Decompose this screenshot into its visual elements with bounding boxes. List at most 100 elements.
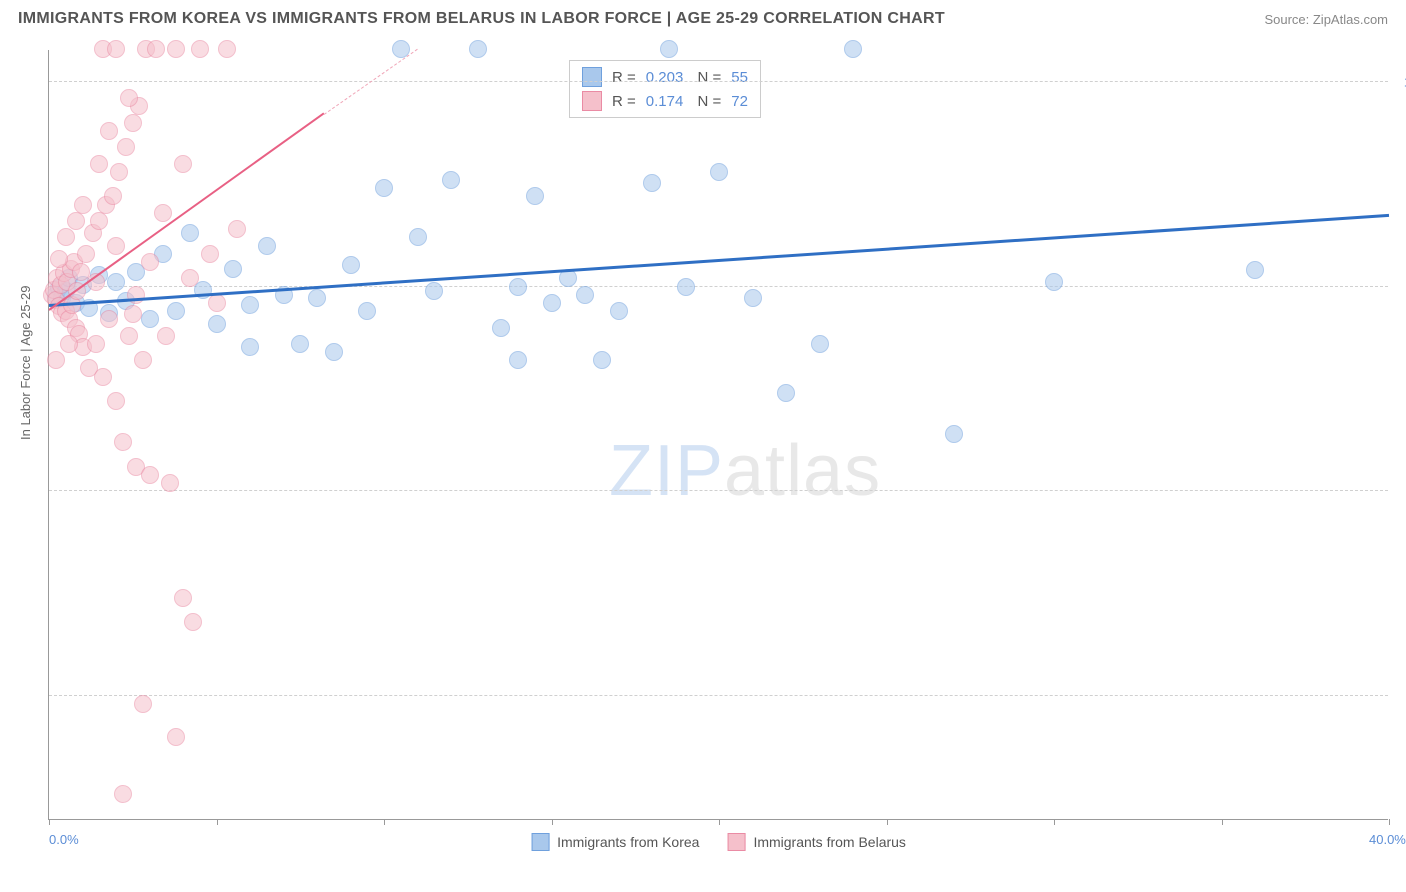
data-point xyxy=(509,278,527,296)
data-point xyxy=(610,302,628,320)
data-point xyxy=(57,228,75,246)
legend-label: Immigrants from Belarus xyxy=(753,834,905,850)
data-point xyxy=(258,237,276,255)
data-point xyxy=(124,305,142,323)
y-tick-label: 62.5% xyxy=(1393,689,1406,704)
data-point xyxy=(50,250,68,268)
source-label: Source: ZipAtlas.com xyxy=(1264,12,1388,27)
data-point xyxy=(228,220,246,238)
data-point xyxy=(120,89,138,107)
data-point xyxy=(114,785,132,803)
data-point xyxy=(409,228,427,246)
data-point xyxy=(114,433,132,451)
data-point xyxy=(147,40,165,58)
data-point xyxy=(945,425,963,443)
x-tick xyxy=(552,819,553,825)
data-point xyxy=(124,114,142,132)
x-tick xyxy=(719,819,720,825)
data-point xyxy=(90,212,108,230)
data-point xyxy=(241,338,259,356)
data-point xyxy=(161,474,179,492)
data-point xyxy=(107,392,125,410)
data-point xyxy=(224,260,242,278)
data-point xyxy=(442,171,460,189)
data-point xyxy=(104,187,122,205)
x-tick xyxy=(384,819,385,825)
swatch-korea xyxy=(582,67,602,87)
data-point xyxy=(107,237,125,255)
data-point xyxy=(100,310,118,328)
data-point xyxy=(100,122,118,140)
gridline xyxy=(49,695,1388,696)
data-point xyxy=(174,155,192,173)
data-point xyxy=(291,335,309,353)
data-point xyxy=(710,163,728,181)
data-point xyxy=(120,327,138,345)
data-point xyxy=(77,245,95,263)
data-point xyxy=(67,212,85,230)
data-point xyxy=(218,40,236,58)
data-point xyxy=(777,384,795,402)
data-point xyxy=(1045,273,1063,291)
gridline xyxy=(49,286,1388,287)
data-point xyxy=(375,179,393,197)
data-point xyxy=(174,589,192,607)
data-point xyxy=(660,40,678,58)
legend-item-belarus: Immigrants from Belarus xyxy=(727,833,905,851)
data-point xyxy=(141,253,159,271)
data-point xyxy=(469,40,487,58)
data-point xyxy=(181,224,199,242)
data-point xyxy=(154,204,172,222)
x-tick xyxy=(1222,819,1223,825)
y-tick-label: 87.5% xyxy=(1393,279,1406,294)
x-tick xyxy=(887,819,888,825)
data-point xyxy=(141,466,159,484)
swatch-icon xyxy=(531,833,549,851)
legend-item-korea: Immigrants from Korea xyxy=(531,833,699,851)
data-point xyxy=(167,728,185,746)
data-point xyxy=(60,335,78,353)
gridline xyxy=(49,490,1388,491)
data-point xyxy=(643,174,661,192)
data-point xyxy=(425,282,443,300)
data-point xyxy=(184,613,202,631)
data-point xyxy=(509,351,527,369)
data-point xyxy=(201,245,219,263)
data-point xyxy=(241,296,259,314)
data-point xyxy=(47,351,65,369)
y-tick-label: 75.0% xyxy=(1393,484,1406,499)
data-point xyxy=(181,269,199,287)
swatch-icon xyxy=(727,833,745,851)
data-point xyxy=(191,40,209,58)
data-point xyxy=(107,273,125,291)
x-tick xyxy=(217,819,218,825)
data-point xyxy=(593,351,611,369)
swatch-belarus xyxy=(582,91,602,111)
series-legend: Immigrants from Korea Immigrants from Be… xyxy=(531,833,906,851)
data-point xyxy=(576,286,594,304)
data-point xyxy=(74,196,92,214)
gridline xyxy=(49,81,1388,82)
data-point xyxy=(167,302,185,320)
data-point xyxy=(1246,261,1264,279)
data-point xyxy=(677,278,695,296)
data-point xyxy=(492,319,510,337)
data-point xyxy=(167,40,185,58)
data-point xyxy=(117,138,135,156)
x-tick-label: 40.0% xyxy=(1369,832,1406,847)
y-axis-label: In Labor Force | Age 25-29 xyxy=(18,286,33,440)
data-point xyxy=(107,40,125,58)
x-tick xyxy=(1054,819,1055,825)
scatter-chart: ZIPatlas R =0.203 N =55 R =0.174 N =72 I… xyxy=(48,50,1388,820)
data-point xyxy=(141,310,159,328)
data-point xyxy=(526,187,544,205)
watermark: ZIPatlas xyxy=(609,430,881,512)
data-point xyxy=(208,294,226,312)
data-point xyxy=(325,343,343,361)
legend-row-korea: R =0.203 N =55 xyxy=(582,65,748,89)
data-point xyxy=(844,40,862,58)
data-point xyxy=(811,335,829,353)
data-point xyxy=(110,163,128,181)
data-point xyxy=(157,327,175,345)
data-point xyxy=(94,368,112,386)
